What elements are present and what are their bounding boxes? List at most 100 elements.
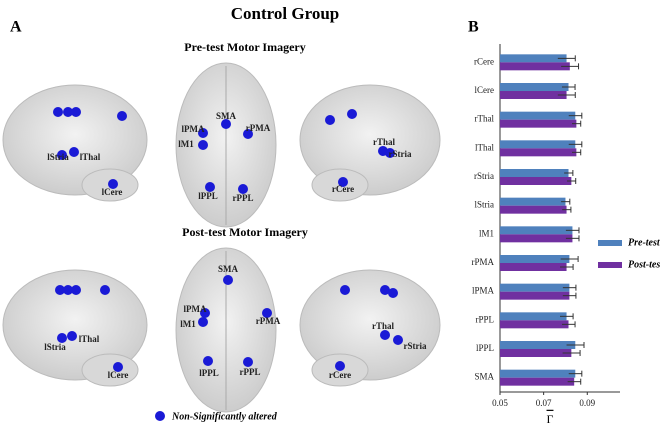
bar — [500, 226, 573, 235]
node-dot — [243, 129, 253, 139]
node-label: rThal — [373, 137, 396, 147]
node-label: lM1 — [180, 319, 196, 329]
node-label: rThal — [372, 321, 395, 331]
brain-left — [2, 84, 148, 196]
node-dot — [340, 285, 350, 295]
y-tick-label: rPPL — [475, 314, 494, 324]
node-dot — [71, 285, 81, 295]
node-label: rStria — [404, 341, 427, 351]
node-label: lCere — [108, 370, 129, 380]
node-dot — [335, 361, 345, 371]
legend-label: Post-test — [628, 259, 660, 270]
node-label: lPPL — [198, 191, 218, 201]
y-tick-label: rStria — [474, 171, 494, 181]
node-dot — [113, 362, 123, 372]
y-tick-label: rPMA — [471, 257, 494, 267]
y-tick-label: rCere — [474, 56, 494, 66]
bar — [500, 349, 572, 357]
node-dot — [108, 179, 118, 189]
node-label: rStria — [389, 149, 412, 159]
bar — [500, 312, 567, 321]
node-label: lPMA — [182, 124, 205, 134]
node-dot — [385, 148, 395, 158]
node-dot — [238, 184, 248, 194]
bar — [500, 169, 569, 177]
node-dot — [198, 128, 208, 138]
node-dot — [393, 335, 403, 345]
node-dot — [325, 115, 335, 125]
bar — [500, 177, 572, 185]
node-dot — [347, 109, 357, 119]
node-dot — [223, 275, 233, 285]
node-dot — [198, 140, 208, 150]
bar — [500, 341, 576, 349]
bar — [500, 54, 567, 63]
node-dot — [243, 357, 253, 367]
bar — [500, 111, 576, 120]
bar — [500, 234, 573, 243]
node-label: SMA — [216, 111, 237, 121]
node-label: rPPL — [240, 367, 261, 377]
figure-title: Control Group — [231, 4, 339, 23]
node-label: lPMA — [184, 304, 207, 314]
bar — [500, 283, 570, 292]
bar — [500, 62, 570, 71]
node-dot — [221, 119, 231, 129]
panel-label: A — [10, 19, 22, 36]
x-tick-label: 0.05 — [492, 398, 508, 408]
brain-right — [299, 84, 441, 196]
panel-label: B — [468, 19, 479, 36]
node-dot — [205, 182, 215, 192]
brain-right — [299, 269, 441, 381]
node-dot — [63, 107, 73, 117]
node-dot — [200, 308, 210, 318]
node-label: lM1 — [178, 139, 194, 149]
node-label: lCere — [102, 187, 123, 197]
legend-dot — [155, 411, 165, 421]
node-label: SMA — [218, 264, 239, 274]
bar — [500, 140, 576, 149]
y-tick-label: lStria — [475, 200, 495, 210]
y-tick-label: lPPL — [476, 343, 494, 353]
node-dot — [55, 285, 65, 295]
cerebellum — [81, 353, 139, 387]
node-label: rCere — [332, 184, 354, 194]
bar — [500, 377, 575, 386]
x-axis-label: Γ — [547, 412, 554, 426]
bar — [500, 148, 577, 157]
node-dot — [57, 333, 67, 343]
bar — [500, 119, 577, 128]
node-dot — [203, 356, 213, 366]
view-title: Pre-test Motor Imagery — [184, 40, 306, 54]
node-label: lStria — [47, 152, 69, 162]
y-tick-label: lThal — [475, 142, 494, 152]
node-dot — [262, 308, 272, 318]
node-dot — [380, 285, 390, 295]
bar — [500, 263, 567, 271]
node-dot — [63, 285, 73, 295]
node-label: rPMA — [256, 316, 281, 326]
y-tick-label: SMA — [474, 372, 494, 382]
bar — [500, 369, 576, 378]
node-label: rPMA — [246, 123, 271, 133]
node-dot — [388, 288, 398, 298]
bar — [500, 291, 570, 300]
node-dot — [338, 177, 348, 187]
legend-swatch — [598, 240, 622, 246]
legend-swatch — [598, 262, 622, 268]
y-tick-label: lM1 — [479, 228, 494, 238]
y-tick-label: rThal — [475, 114, 495, 124]
bar — [500, 91, 567, 99]
legend-text: Non-Significantly altered — [171, 411, 278, 422]
node-label: rPPL — [233, 193, 254, 203]
node-label: lPPL — [199, 368, 219, 378]
node-label: lThal — [79, 334, 100, 344]
bar — [500, 320, 569, 329]
bar — [500, 255, 570, 263]
brain-left — [2, 269, 148, 381]
node-label: lStria — [44, 342, 66, 352]
y-tick-label: lCere — [475, 85, 495, 95]
view-title: Post-test Motor Imagery — [182, 225, 308, 239]
y-tick-label: lPMA — [472, 286, 495, 296]
